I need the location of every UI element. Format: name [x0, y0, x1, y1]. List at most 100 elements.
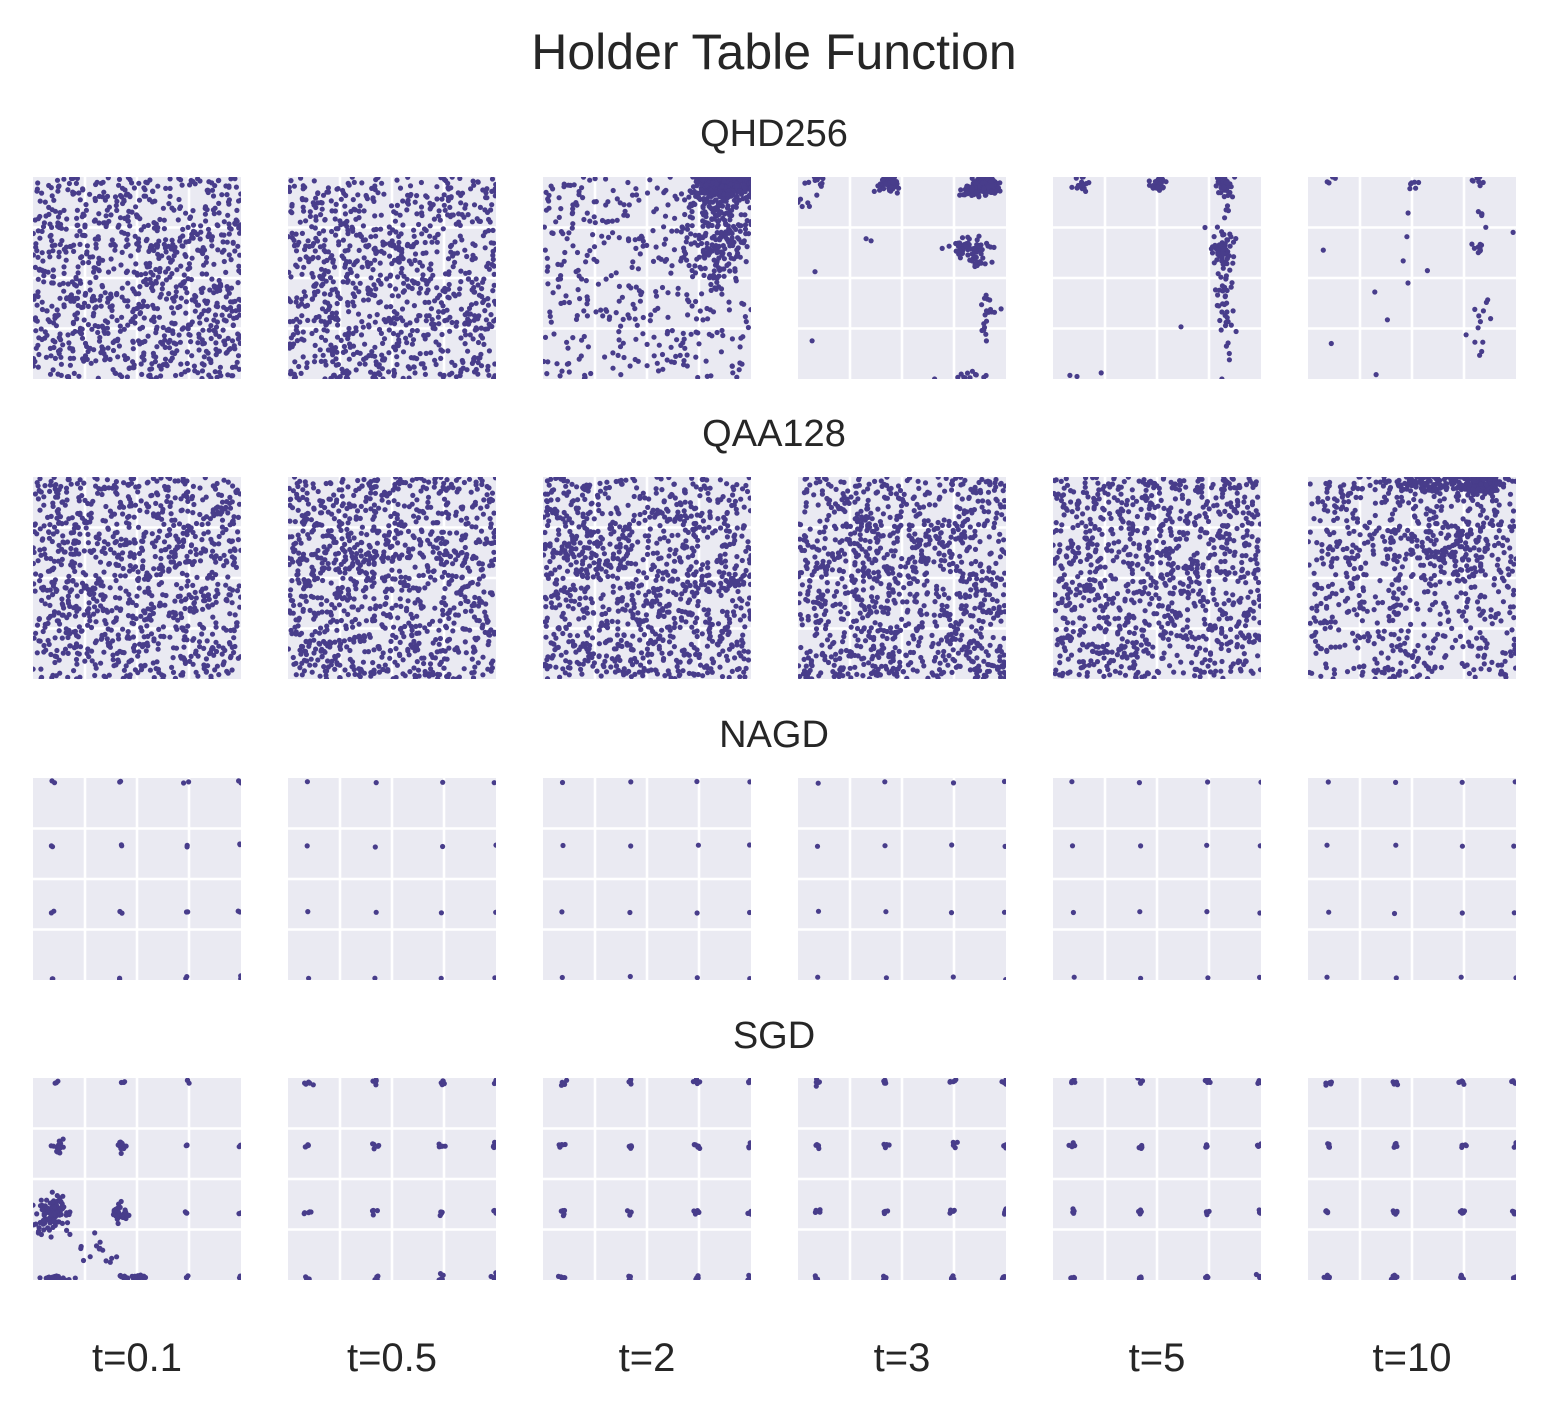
scatter-point: [423, 193, 429, 199]
scatter-point: [104, 207, 110, 213]
row-title-qaa128: QAA128: [702, 413, 846, 455]
scatter-point: [330, 352, 336, 358]
scatter-point: [41, 523, 47, 529]
scatter-point: [50, 500, 56, 506]
scatter-point: [64, 216, 70, 222]
row-title-sgd: SGD: [732, 1015, 816, 1057]
scatter-point: [49, 303, 55, 309]
scatter-point: [616, 235, 622, 241]
scatter-point: [101, 484, 107, 490]
scatter-point: [458, 367, 464, 373]
scatter-point: [1416, 179, 1422, 186]
scatter-point: [1480, 339, 1486, 345]
scatter-point: [59, 612, 65, 618]
scatter-point: [110, 347, 117, 354]
scatter-point: [186, 592, 192, 598]
scatter-point: [366, 353, 372, 359]
scatter-point: [625, 312, 631, 318]
scatter-point: [384, 276, 390, 282]
scatter-point: [471, 182, 477, 188]
scatter-point: [178, 361, 184, 367]
scatter-point: [87, 280, 93, 286]
scatter-point: [488, 312, 494, 318]
scatter-point: [454, 530, 460, 536]
scatter-point: [419, 212, 425, 219]
scatter-point: [680, 330, 686, 336]
scatter-point: [119, 294, 125, 300]
scatter-point: [570, 221, 576, 227]
scatter-point: [714, 224, 720, 230]
scatter-point: [229, 644, 235, 651]
scatter-point: [148, 280, 154, 286]
scatter-point: [665, 290, 671, 296]
scatter-point: [401, 503, 407, 509]
scatter-point: [95, 329, 101, 336]
scatter-point: [52, 635, 58, 641]
scatter-point: [701, 196, 707, 202]
scatter-point: [616, 283, 623, 289]
scatter-point: [342, 211, 348, 217]
scatter-point: [727, 209, 733, 215]
scatter-point: [117, 585, 123, 591]
scatter-point: [102, 290, 108, 296]
scatter-point: [450, 264, 456, 270]
scatter-point: [450, 628, 456, 634]
scatter-point: [720, 196, 726, 202]
scatter-point: [136, 585, 142, 591]
scatter-point: [744, 244, 750, 250]
scatter-point: [161, 673, 167, 679]
scatter-point: [197, 236, 203, 242]
scatter-point: [1155, 184, 1161, 190]
scatter-point: [483, 317, 489, 323]
scatter-point: [453, 323, 459, 329]
scatter-point: [81, 317, 87, 323]
scatter-point: [133, 616, 139, 622]
scatter-point: [391, 321, 398, 327]
scatter-point: [734, 183, 740, 189]
scatter-point: [74, 215, 80, 221]
scatter-point: [141, 608, 147, 614]
scatter-point: [372, 490, 378, 496]
scatter-point: [51, 524, 58, 530]
scatter-point: [1373, 372, 1379, 378]
scatter-point: [227, 494, 233, 500]
scatter-point: [66, 180, 72, 187]
scatter-point: [237, 604, 241, 610]
scatter-point: [447, 328, 453, 334]
scatter-point: [155, 183, 161, 189]
scatter-point: [311, 289, 318, 295]
scatter-point: [358, 553, 364, 559]
scatter-point: [998, 306, 1004, 312]
scatter-point: [487, 516, 493, 522]
scatter-point: [493, 246, 496, 252]
scatter-point: [229, 364, 236, 370]
scatter-point: [546, 198, 552, 204]
scatter-point: [57, 347, 63, 353]
scatter-point: [437, 635, 443, 642]
scatter-point: [131, 621, 137, 627]
scatter-point: [689, 203, 695, 209]
scatter-point: [709, 242, 715, 248]
scatter-point: [236, 303, 241, 310]
scatter-point: [669, 263, 675, 269]
scatter-point: [429, 317, 435, 323]
scatter-point: [187, 214, 194, 220]
scatter-point: [445, 286, 452, 292]
scatter-point: [195, 370, 201, 376]
scatter-point: [90, 293, 96, 299]
scatter-point: [70, 330, 76, 336]
scatter-point: [435, 314, 441, 320]
scatter-point: [186, 261, 192, 267]
scatter-point: [85, 531, 91, 538]
scatter-point: [1228, 284, 1234, 290]
scatter-point: [729, 336, 736, 342]
scatter-point: [93, 265, 99, 271]
scatter-point: [352, 293, 358, 300]
scatter-point: [220, 645, 226, 651]
scatter-point: [295, 330, 301, 336]
scatter-point: [107, 644, 113, 650]
scatter-point: [105, 269, 112, 275]
scatter-point: [104, 325, 110, 331]
scatter-point: [148, 601, 154, 607]
scatter-point: [184, 559, 190, 565]
